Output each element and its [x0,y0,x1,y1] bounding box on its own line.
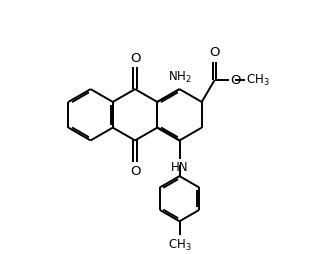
Text: O: O [209,46,220,59]
Text: CH$_3$: CH$_3$ [168,238,191,253]
Text: HN: HN [171,161,188,174]
Text: O: O [230,74,240,87]
Text: NH$_2$: NH$_2$ [168,70,191,85]
Text: CH$_3$: CH$_3$ [246,73,269,88]
Text: O: O [130,52,140,65]
Text: O: O [130,165,140,178]
